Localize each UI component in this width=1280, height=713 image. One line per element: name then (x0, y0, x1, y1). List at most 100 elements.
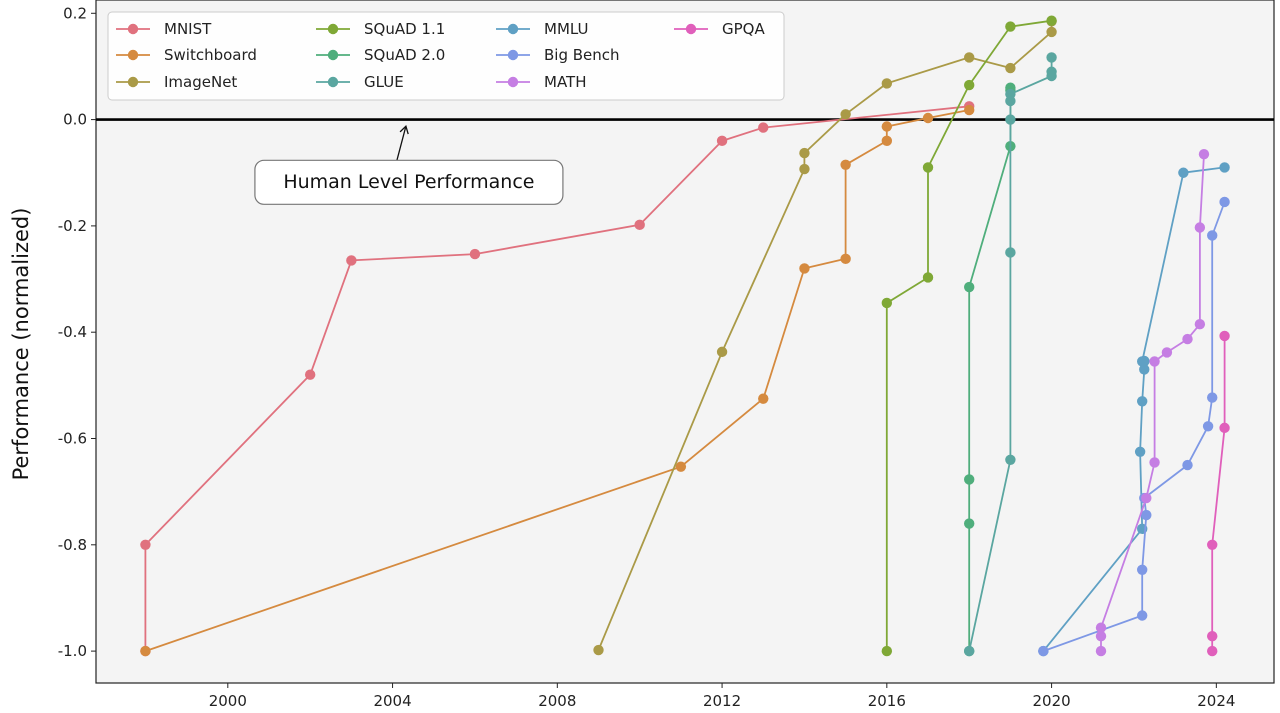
y-tick-label: -0.2 (58, 217, 87, 235)
legend-swatch-marker (507, 49, 519, 61)
series-mmlu (1038, 162, 1230, 657)
data-point (1005, 88, 1016, 100)
data-point (1005, 454, 1016, 465)
data-point (140, 539, 151, 551)
y-tick-label: 0.0 (63, 111, 87, 129)
legend-item: Big Bench (496, 46, 620, 64)
y-tick-label: 0.2 (63, 4, 87, 22)
series-layer (140, 15, 1230, 657)
legend-label: Switchboard (164, 46, 257, 64)
data-point (716, 346, 728, 358)
data-point (1207, 645, 1218, 657)
data-point (140, 645, 151, 657)
data-point (964, 52, 975, 63)
legend-label: MMLU (544, 20, 588, 38)
data-point (1005, 21, 1016, 32)
data-point (1149, 356, 1160, 367)
data-point (758, 393, 769, 404)
data-point (881, 135, 893, 147)
data-point (799, 263, 810, 274)
axis-ticks: 2000 2004 2008 2012 2016 2020 2024 0.2 0.0 -0.2 -0… (58, 4, 1236, 710)
legend-item: MNIST (116, 20, 212, 38)
data-point (1219, 162, 1230, 173)
data-point (840, 253, 851, 265)
data-point (1005, 114, 1016, 125)
series-big-bench (1038, 196, 1230, 657)
legend-item: MMLU (496, 20, 588, 38)
data-point (922, 112, 934, 124)
data-point (1178, 167, 1189, 178)
data-point (1136, 610, 1148, 621)
legend-item: GLUE (316, 73, 404, 91)
legend-swatch-marker (327, 23, 339, 35)
series-gpqa (1207, 330, 1230, 657)
data-point (964, 104, 975, 116)
data-point (1046, 52, 1057, 63)
data-point (675, 461, 687, 472)
legend-item: ImageNet (116, 73, 237, 91)
data-point (1161, 347, 1173, 358)
legend-swatch-marker (507, 23, 519, 35)
data-point (881, 121, 893, 132)
legend-swatch-marker (127, 49, 139, 61)
data-point (922, 272, 934, 283)
data-point (593, 644, 604, 656)
legend-label: Big Bench (544, 46, 620, 64)
data-point (1134, 446, 1146, 457)
data-point (1046, 66, 1057, 77)
data-point (1139, 364, 1150, 375)
x-tick-label: 2004 (373, 692, 411, 710)
y-tick-label: -1.0 (58, 642, 87, 660)
legend-swatch-marker (127, 23, 139, 35)
legend-label: MATH (544, 73, 586, 91)
legend-label: GLUE (364, 73, 404, 91)
legend-item: SQuAD 1.1 (316, 20, 445, 38)
data-point (1207, 539, 1218, 551)
data-point (1219, 196, 1230, 208)
data-point (1182, 333, 1193, 345)
data-point (1005, 62, 1016, 74)
legend-label: MNIST (164, 20, 212, 38)
data-point (964, 79, 975, 91)
series-imagenet (593, 16, 1057, 656)
series-line (597, 21, 1053, 651)
series-math (1095, 148, 1210, 657)
legend-label: GPQA (722, 20, 765, 38)
data-point (1136, 356, 1148, 367)
data-point (304, 369, 316, 380)
y-tick-label: -0.8 (58, 536, 87, 554)
legend-item: GPQA (674, 20, 765, 38)
legend-label: SQuAD 1.1 (364, 20, 445, 38)
data-point (1198, 148, 1210, 160)
legend-swatch-marker (127, 76, 139, 88)
data-point (1038, 645, 1049, 657)
data-point (1005, 247, 1016, 258)
data-point (1194, 319, 1206, 330)
legend-item: Switchboard (116, 46, 257, 64)
data-point (799, 163, 810, 175)
data-point (1046, 15, 1057, 26)
data-point (1141, 492, 1152, 504)
data-point (1136, 564, 1148, 575)
annotation-arrow-head (399, 124, 409, 135)
data-point (1141, 509, 1152, 521)
legend-item: SQuAD 2.0 (316, 46, 445, 64)
data-point (1095, 622, 1107, 633)
data-point (634, 219, 645, 231)
annotation-box (254, 159, 564, 205)
legend-swatch-marker (507, 76, 519, 88)
data-point (1219, 330, 1230, 342)
data-point (346, 255, 357, 266)
data-point (1219, 422, 1230, 434)
legend-item: MATH (496, 73, 586, 91)
legend-label: SQuAD 2.0 (364, 46, 445, 64)
data-point (840, 109, 851, 120)
series-line (145, 109, 970, 652)
legend-frame (107, 11, 785, 101)
data-point (881, 297, 893, 309)
data-point (1207, 631, 1218, 642)
y-axis-title: Performance (normalized) (9, 208, 33, 481)
data-point (1095, 645, 1107, 657)
plot-frame (95, 0, 1275, 684)
